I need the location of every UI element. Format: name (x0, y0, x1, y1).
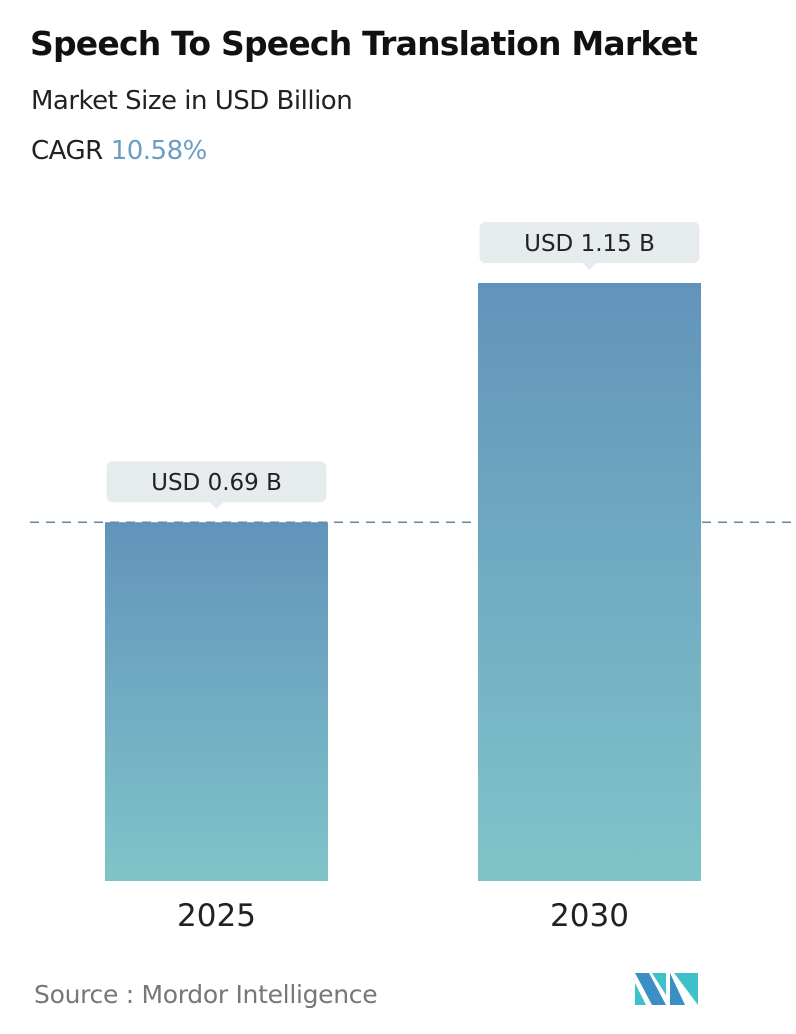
chart-subtitle: Market Size in USD Billion (31, 86, 353, 116)
bar-2025 (105, 522, 328, 881)
cagr-value: 10.58% (110, 136, 208, 166)
data-label-bubble (479, 222, 700, 263)
x-tick-label: 2030 (550, 898, 629, 934)
x-tick-label: 2025 (177, 898, 256, 934)
cagr-label: CAGR (31, 136, 103, 166)
bar-2030 (478, 283, 701, 881)
cagr: CAGR 10.58% (31, 136, 207, 166)
data-label: USD 1.15 B (524, 231, 655, 257)
data-label-pointer (582, 263, 597, 270)
data-label-pointer (209, 502, 224, 510)
chart-title: Speech To Speech Translation Market (30, 24, 698, 63)
data-label: USD 0.69 B (151, 470, 282, 496)
source-text: Source : Mordor Intelligence (34, 980, 378, 1009)
data-label-bubble (106, 461, 327, 503)
